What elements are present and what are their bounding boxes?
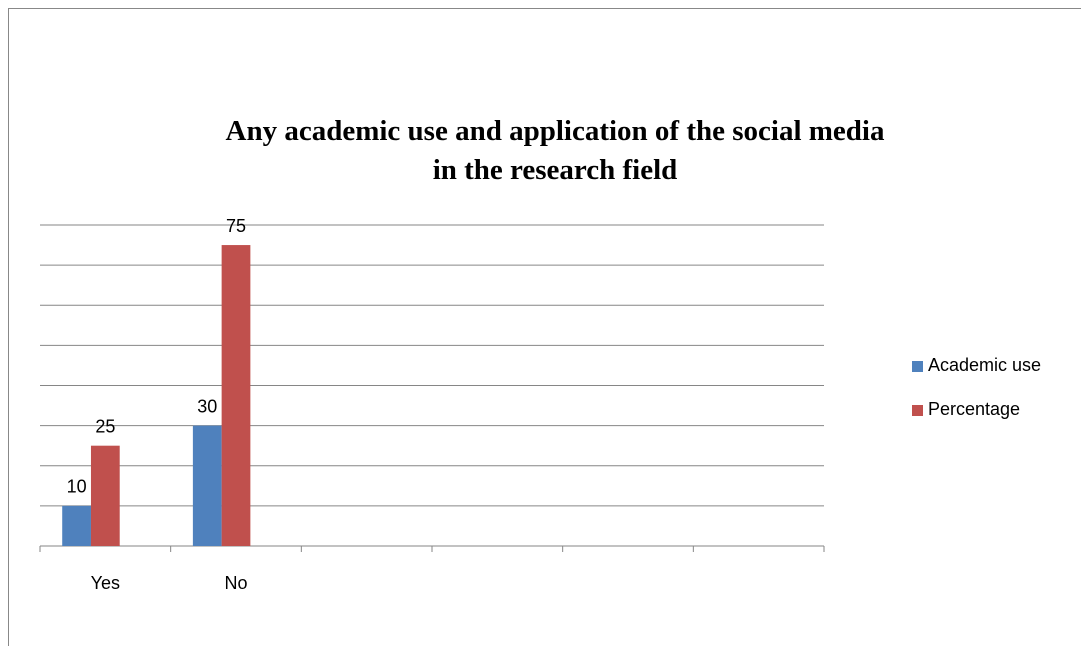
chart-title: Any academic use and application of the … [226, 115, 885, 186]
legend-label: Academic use [928, 355, 1041, 375]
legend-swatch [912, 405, 923, 416]
bar [90, 445, 120, 546]
bar [221, 245, 251, 546]
data-label: 30 [197, 396, 217, 416]
bar [192, 425, 222, 546]
data-label: 25 [95, 416, 115, 436]
bar [62, 505, 91, 546]
data-label: 75 [226, 216, 246, 236]
x-tick-label: No [224, 573, 247, 593]
legend-label: Percentage [928, 399, 1020, 419]
x-tick-label: Yes [91, 573, 120, 593]
legend-swatch [912, 361, 923, 372]
data-label: 10 [67, 477, 87, 497]
chart-frame [8, 8, 1081, 646]
